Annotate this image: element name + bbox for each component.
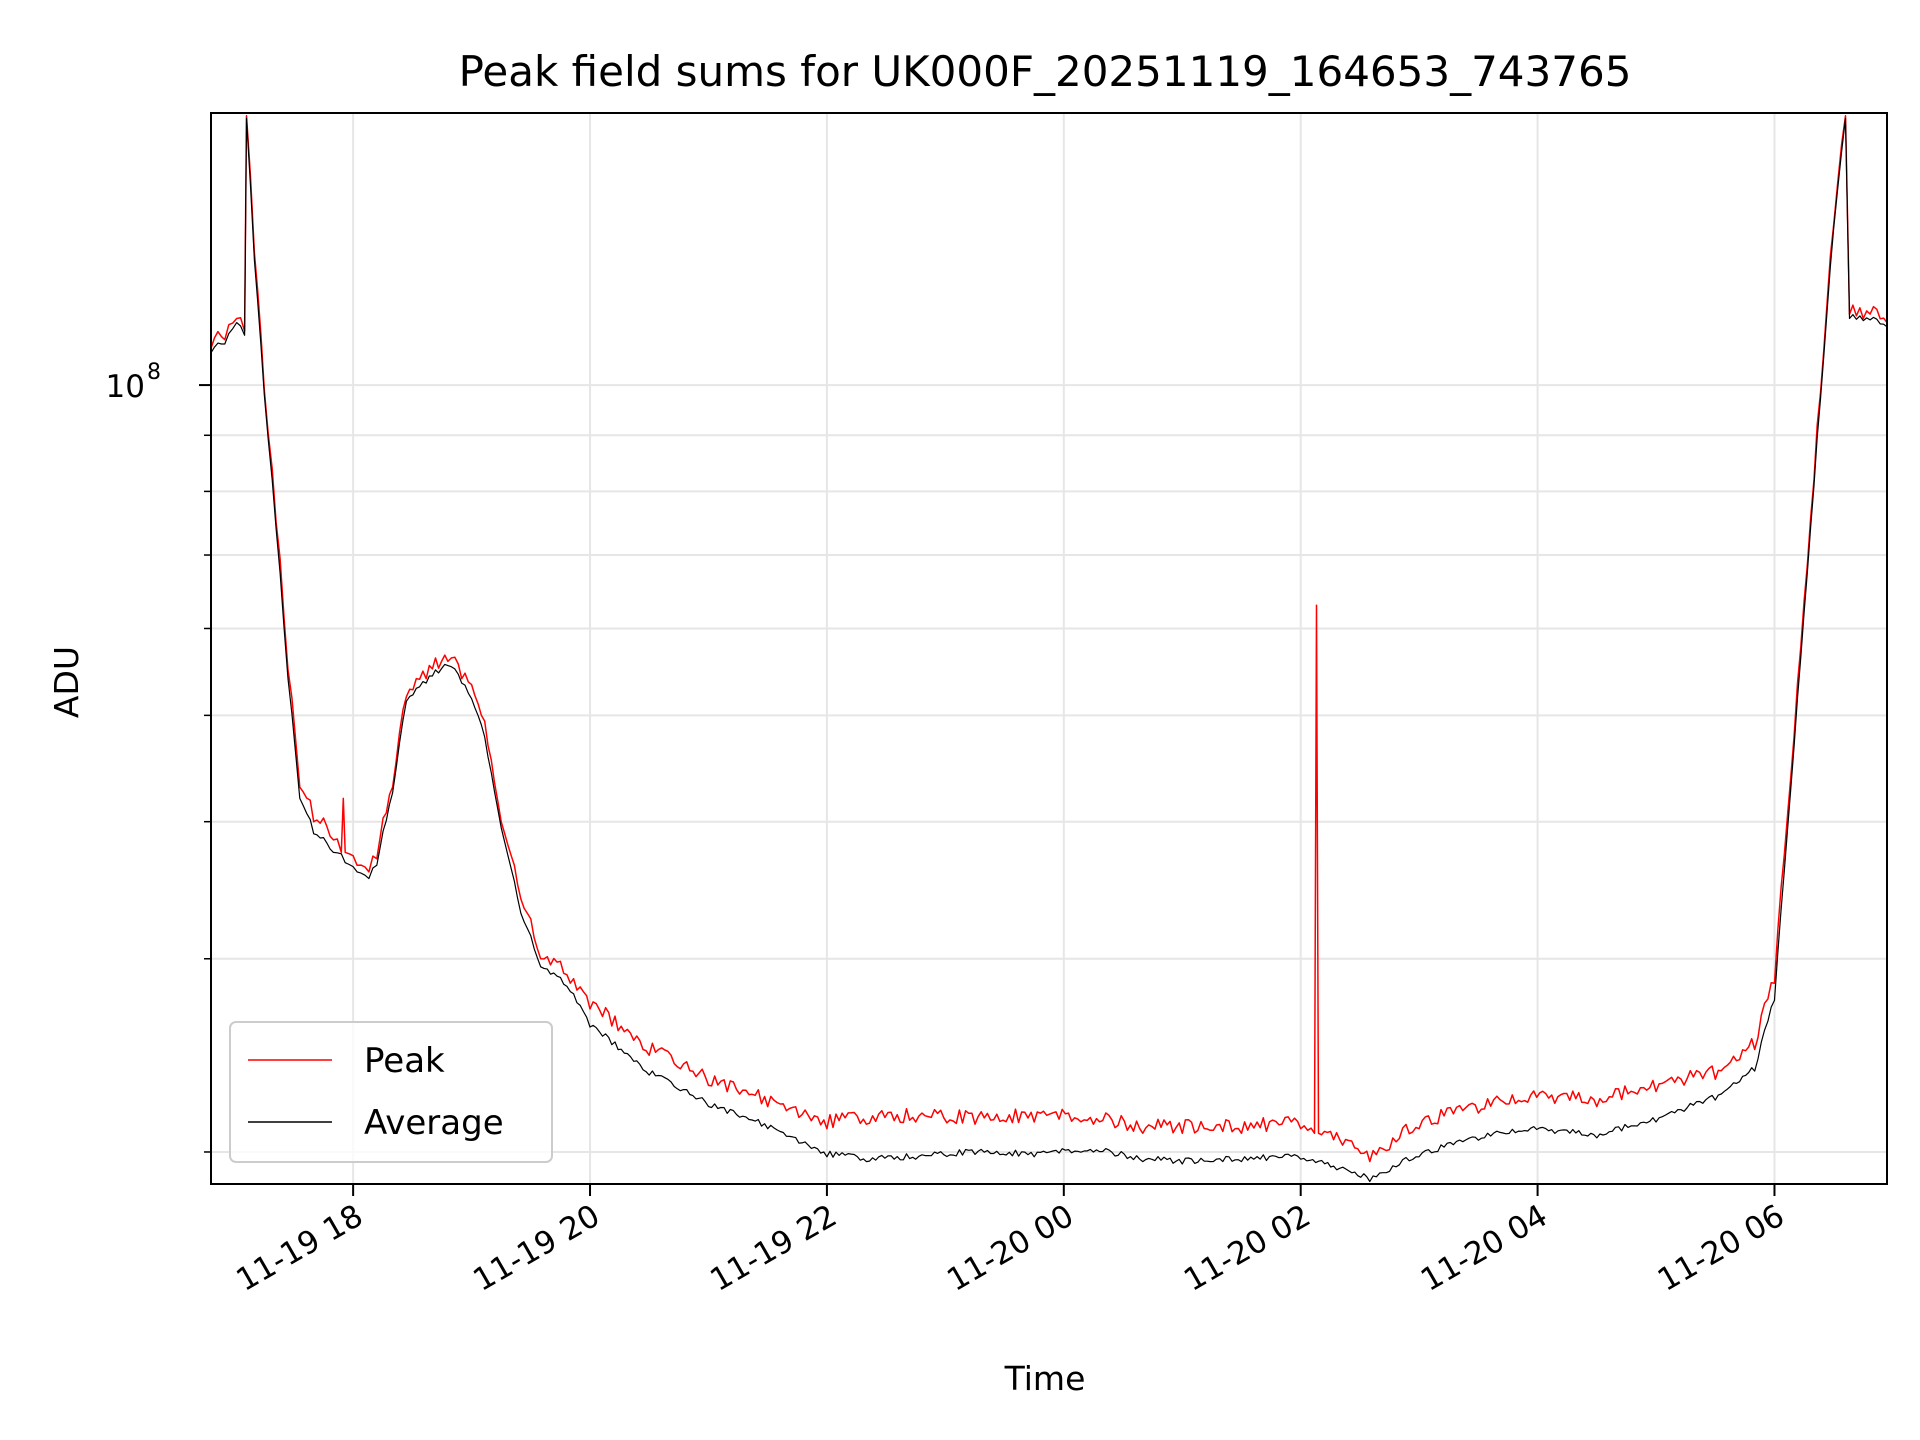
legend-label-peak: Peak bbox=[364, 1041, 445, 1081]
legend: Peak Average bbox=[229, 1021, 553, 1163]
x-axis-label: Time bbox=[1004, 1359, 1086, 1398]
plot-series bbox=[210, 114, 1888, 1183]
y-axis: 10 8 bbox=[106, 360, 211, 1153]
series-line-peak bbox=[210, 114, 1888, 1163]
y-axis-label: ADU bbox=[47, 646, 86, 718]
y-tick-label: 10 bbox=[106, 369, 145, 405]
grid-lines bbox=[211, 113, 1887, 1184]
chart-title: Peak field sums for UK000F_20251119_1646… bbox=[459, 47, 1632, 96]
y-tick-exponent: 8 bbox=[147, 360, 161, 385]
series-line-average bbox=[210, 117, 1888, 1183]
plot-frame bbox=[210, 112, 1888, 1185]
legend-box bbox=[229, 1021, 553, 1163]
legend-label-average: Average bbox=[364, 1103, 504, 1143]
